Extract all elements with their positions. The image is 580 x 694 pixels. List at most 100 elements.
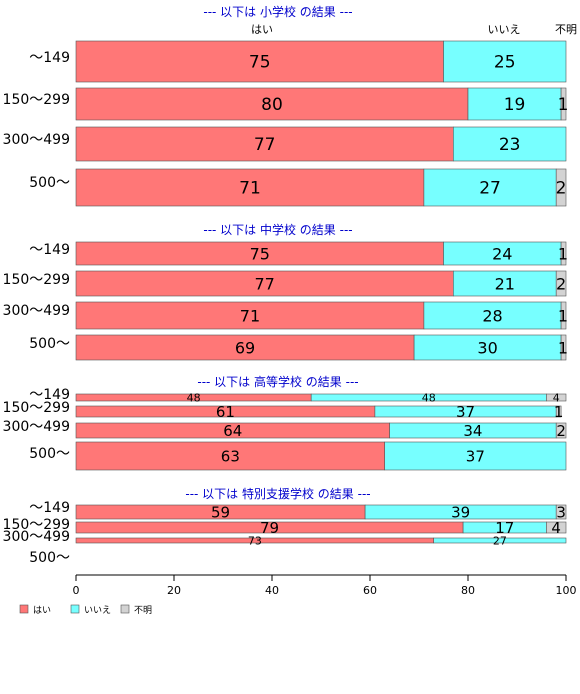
category-label: 500～ <box>29 336 70 352</box>
data-label: 21 <box>495 274 515 293</box>
segment-yes <box>75 441 386 471</box>
column-header: はい <box>251 23 273 36</box>
segment-no <box>433 537 567 544</box>
data-label: 75 <box>249 53 271 73</box>
column-header: いいえ <box>488 23 521 36</box>
segment-no <box>467 87 562 121</box>
legend-label: いいえ <box>84 605 111 616</box>
segment-no <box>452 126 567 162</box>
segment-yes <box>75 126 454 162</box>
data-label: 61 <box>216 403 235 421</box>
category-label: 300～499 <box>3 132 70 148</box>
data-label: 17 <box>495 519 514 537</box>
data-label: 2 <box>556 274 566 293</box>
category-label: 500～ <box>29 550 70 566</box>
data-label: 64 <box>223 422 242 440</box>
segment-unknown <box>555 504 567 520</box>
segment-unknown <box>555 405 562 418</box>
data-label: 37 <box>456 403 475 421</box>
x-tick-label: 100 <box>556 584 577 597</box>
segment-unknown <box>560 334 567 361</box>
segment-no <box>413 334 562 361</box>
segment-yes <box>75 301 425 330</box>
data-label: 48 <box>422 391 436 404</box>
segment-yes <box>75 168 425 207</box>
legend-label: 不明 <box>134 605 152 616</box>
segment-yes <box>75 270 454 297</box>
data-label: 24 <box>492 244 512 263</box>
category-label: ～149 <box>29 242 70 258</box>
x-tick-label: 60 <box>363 584 377 597</box>
category-label: 300～499 <box>3 303 70 319</box>
segment-unknown <box>560 87 567 121</box>
data-label: 1 <box>558 244 568 263</box>
x-tick-label: 80 <box>461 584 475 597</box>
data-label: 71 <box>240 306 260 325</box>
segment-no <box>384 441 567 471</box>
section-title: --- 以下は 高等学校 の結果 --- <box>197 374 358 389</box>
category-label: 150～299 <box>3 517 70 533</box>
data-label: 4 <box>551 519 561 537</box>
category-label: 150～299 <box>3 92 70 108</box>
data-label: 63 <box>221 447 240 465</box>
data-label: 1 <box>554 403 564 421</box>
x-tick-label: 20 <box>167 584 181 597</box>
segment-yes <box>75 40 444 83</box>
data-label: 27 <box>493 534 507 547</box>
data-label: 71 <box>239 179 261 199</box>
data-label: 80 <box>261 95 283 115</box>
category-label: 300～499 <box>3 529 70 545</box>
segment-unknown <box>546 393 567 402</box>
data-label: 3 <box>556 503 566 521</box>
category-label: 500～ <box>29 175 70 191</box>
data-label: 4 <box>553 391 560 404</box>
data-label: 2 <box>556 422 566 440</box>
segment-unknown <box>546 521 567 534</box>
segment-yes <box>75 87 469 121</box>
data-label: 77 <box>254 135 276 155</box>
segment-yes <box>75 334 415 361</box>
segment-no <box>443 40 567 83</box>
data-label: 77 <box>254 274 274 293</box>
legend-label: はい <box>33 605 51 616</box>
segment-unknown <box>555 168 567 207</box>
data-label: 1 <box>558 338 568 357</box>
data-label: 69 <box>235 338 255 357</box>
segment-no <box>423 301 562 330</box>
data-label: 19 <box>504 95 526 115</box>
category-label: ～149 <box>29 50 70 66</box>
data-label: 30 <box>477 338 497 357</box>
data-label: 28 <box>482 306 502 325</box>
category-label: 500～ <box>29 446 70 462</box>
data-label: 59 <box>211 503 230 521</box>
segment-no <box>423 168 557 207</box>
section-title: --- 以下は 特別支援学校 の結果 --- <box>185 486 370 501</box>
data-label: 1 <box>558 306 568 325</box>
data-label: 23 <box>499 135 521 155</box>
segment-unknown <box>560 241 567 266</box>
category-label: 150～299 <box>3 272 70 288</box>
data-label: 37 <box>466 447 485 465</box>
category-label: ～149 <box>29 387 70 403</box>
legend-swatch <box>19 604 29 614</box>
data-label: 2 <box>556 179 567 199</box>
column-header: 不明 <box>555 23 577 36</box>
x-tick-label: 40 <box>265 584 279 597</box>
legend-swatch <box>120 604 130 614</box>
data-label: 48 <box>187 391 201 404</box>
data-label: 34 <box>463 422 482 440</box>
data-label: 75 <box>250 244 270 263</box>
data-label: 79 <box>260 519 279 537</box>
category-label: ～149 <box>29 500 70 516</box>
segment-unknown <box>555 422 567 439</box>
legend-swatch <box>70 604 80 614</box>
data-label: 73 <box>248 534 262 547</box>
section-title: --- 以下は 中学校 の結果 --- <box>203 222 352 237</box>
category-label: 150～299 <box>3 400 70 416</box>
x-tick-label: 0 <box>73 584 80 597</box>
data-label: 27 <box>479 179 501 199</box>
category-label: 300～499 <box>3 419 70 435</box>
segment-no <box>452 270 557 297</box>
data-label: 1 <box>558 95 569 115</box>
